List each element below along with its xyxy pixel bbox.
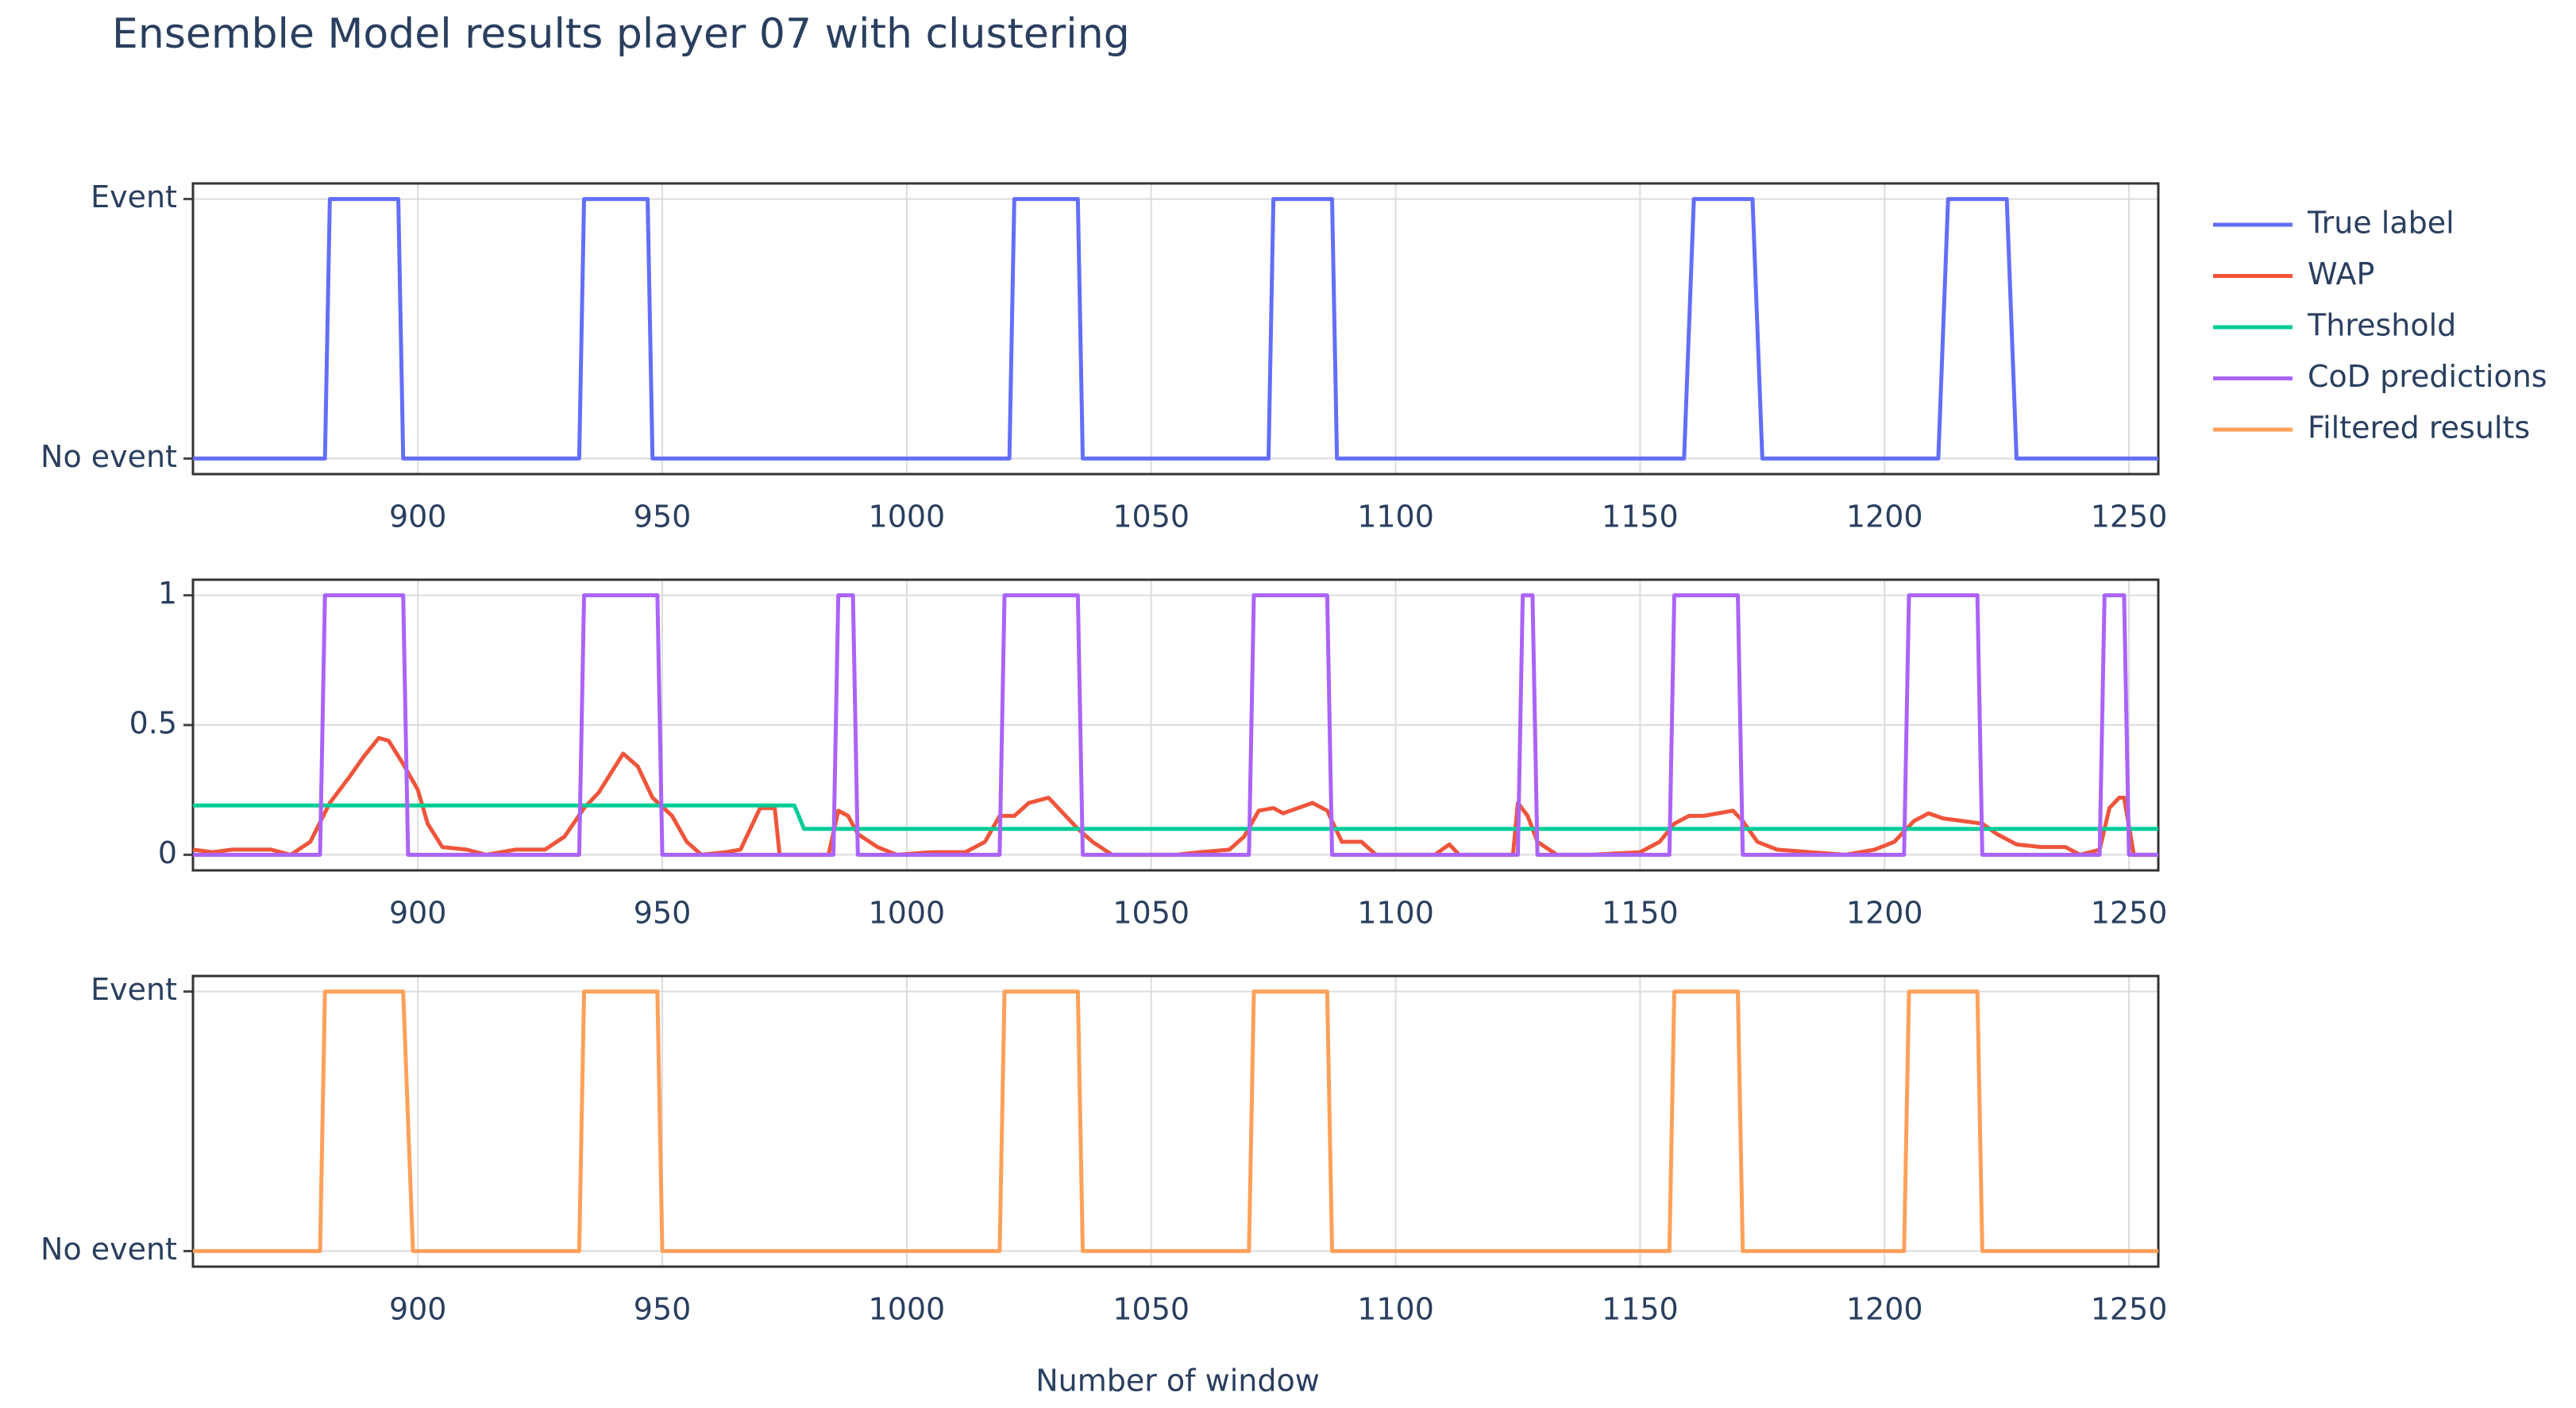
x-tick-label: 1100 bbox=[1357, 1292, 1434, 1327]
x-tick-label: 900 bbox=[389, 1292, 447, 1327]
series-line bbox=[193, 803, 2158, 831]
x-tick-label: 950 bbox=[634, 500, 692, 534]
chart-title: Ensemble Model results player 07 with cl… bbox=[112, 10, 1130, 58]
series-line bbox=[193, 197, 2158, 461]
plot-frame bbox=[191, 974, 2160, 1268]
x-tick-label: 1100 bbox=[1357, 500, 1434, 534]
y-tick-label: 0.5 bbox=[129, 706, 177, 741]
x-tick-label: 1000 bbox=[869, 896, 946, 931]
series-line bbox=[193, 989, 2158, 1253]
legend-label: WAP bbox=[2308, 257, 2374, 291]
y-tick-label: Event bbox=[91, 972, 177, 1007]
x-tick-label: 1200 bbox=[1846, 500, 1923, 534]
x-tick-label: 1200 bbox=[1846, 896, 1923, 931]
x-tick-label: 950 bbox=[634, 1292, 692, 1327]
y-tick-label: No event bbox=[40, 439, 177, 474]
x-tick-label: 950 bbox=[634, 896, 692, 931]
x-tick-label: 1150 bbox=[1602, 500, 1679, 534]
legend-label: True label bbox=[2307, 206, 2455, 241]
x-tick-label: 1150 bbox=[1602, 1292, 1679, 1327]
x-tick-label: 900 bbox=[389, 896, 447, 931]
plot-frame bbox=[191, 578, 2160, 872]
y-tick-label: Event bbox=[91, 179, 177, 214]
y-tick-label: 0 bbox=[158, 835, 177, 870]
x-tick-label: 1250 bbox=[2091, 896, 2168, 931]
x-tick-label: 1050 bbox=[1113, 1292, 1190, 1327]
legend-label: CoD predictions bbox=[2308, 359, 2547, 394]
x-tick-label: 900 bbox=[389, 500, 447, 534]
legend-label: Filtered results bbox=[2308, 411, 2530, 446]
x-tick-label: 1050 bbox=[1113, 896, 1190, 931]
x-tick-label: 1200 bbox=[1846, 1292, 1923, 1327]
x-tick-label: 1050 bbox=[1113, 500, 1190, 534]
series-line bbox=[193, 593, 2158, 857]
y-tick-label: No event bbox=[40, 1232, 177, 1267]
x-tick-label: 1100 bbox=[1357, 896, 1434, 931]
legend-label: Threshold bbox=[2307, 308, 2456, 343]
x-axis-label: Number of window bbox=[1035, 1364, 1320, 1398]
x-tick-label: 1000 bbox=[869, 500, 946, 534]
y-tick-label: 1 bbox=[158, 576, 177, 611]
plot-frame bbox=[191, 182, 2160, 476]
series-line bbox=[192, 735, 2158, 857]
x-tick-label: 1250 bbox=[2091, 1292, 2168, 1327]
x-tick-label: 1250 bbox=[2091, 500, 2168, 534]
x-tick-label: 1150 bbox=[1602, 896, 1679, 931]
x-tick-label: 1000 bbox=[869, 1292, 946, 1327]
